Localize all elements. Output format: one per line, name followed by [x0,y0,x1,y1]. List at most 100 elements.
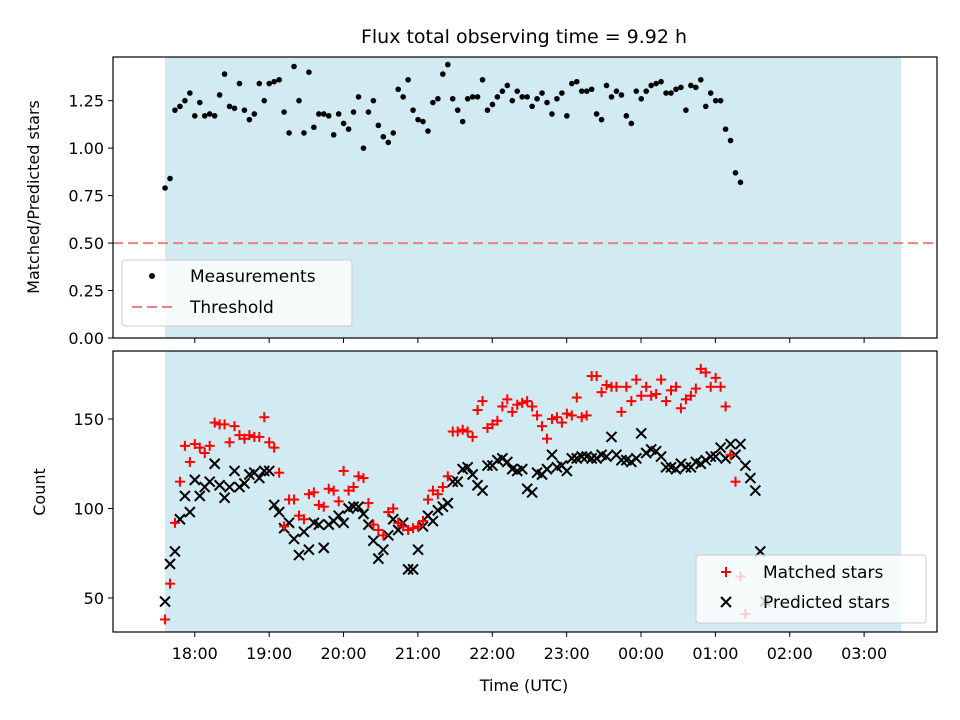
measurement-point [440,71,446,77]
measurement-point [281,109,287,115]
ratio-y-tick-label: 0.75 [68,187,104,206]
predicted-star-point [744,472,757,484]
matched-star-point [641,381,652,392]
predicted-star-point-b [427,515,439,527]
predicted-star-point-b [655,450,667,463]
legend-measurements-marker [149,273,155,279]
time-x-tick-label: 20:00 [320,644,366,663]
predicted-star-point-b [372,552,385,565]
measurement-point [549,111,555,117]
matched-star-point [308,487,319,498]
matched-star-point [452,426,463,437]
count-panel: 50 100 150 18:00 19:00 20:00 21:00 22:00 23:00 0… [30,350,938,695]
matched-star-point [566,410,577,421]
ratio-y-tick-label: 0.25 [68,282,104,301]
time-x-tick-label: 22:00 [469,644,515,663]
measurement-point [494,94,501,100]
predicted-star-point [546,449,558,461]
predicted-star-point [655,450,667,463]
matched-star-point [730,476,741,487]
predicted-star-point [442,497,454,509]
measurement-point [236,80,243,87]
predicted-star-point [526,486,538,499]
measurement-point [187,90,193,96]
predicted-star-point-b [501,456,514,468]
predicted-star-point-b [556,459,568,472]
predicted-star-point-b [610,449,623,461]
matched-star-point [432,489,443,500]
measurement-point [618,92,625,98]
measurement-point [529,103,535,110]
matched-star-point [264,437,275,448]
predicted-star-point [203,475,216,488]
predicted-star-point-b [714,441,727,454]
measurement-point [474,94,481,100]
measurement-point [712,97,719,104]
predicted-star-point-b [179,490,191,502]
measurement-point [499,88,506,94]
measurement-point [350,109,357,115]
matched-star-point [661,396,672,407]
x-axis-label: Time (UTC) [479,676,568,695]
predicted-star-point-b [615,454,628,466]
predicted-star-point [714,441,727,454]
predicted-star-point [481,459,494,472]
measurement-points [162,61,744,191]
predicted-star-point-b [268,499,280,511]
measurement-point [732,170,739,176]
time-x-tick-label: 23:00 [544,644,590,663]
count-legend: Matched stars Predicted stars [695,554,927,624]
measurement-point [330,132,337,138]
measurement-point [256,80,263,87]
matched-star-point [358,473,369,484]
matched-star-point [244,430,255,441]
predicted-star-point-b [580,450,593,463]
measurement-point [192,113,198,119]
predicted-star-point [615,454,628,466]
matched-star-point [646,390,657,401]
measurement-point [658,78,664,85]
measurement-point [206,111,213,117]
matched-star-point [303,489,314,500]
matched-star-point [571,392,582,403]
matched-star-point [710,372,721,383]
predicted-star-point-b [377,543,390,556]
matched-star-point [720,401,731,412]
matched-star-point [363,498,374,509]
measurement-point [633,88,640,94]
predicted-star-point-b [218,492,231,504]
matched-star-point [199,448,210,459]
matched-star-point [353,471,364,482]
matched-star-point [437,482,448,493]
measurement-point [509,97,516,104]
matched-star-point [631,374,642,385]
predicted-star-point [357,508,370,520]
measurement-point [182,97,188,104]
predicted-star-point-b [442,497,454,509]
predicted-star-point-b [561,465,573,477]
predicted-star-point [238,477,251,490]
measurement-point [271,78,277,85]
matched-star-point [388,503,399,514]
predicted-star-point-b [318,542,330,554]
predicted-star-point-b [208,458,221,470]
measurement-point [425,128,431,134]
predicted-star-point [372,552,385,565]
measurement-point [668,90,674,96]
count-y-tick-label: 100 [73,500,104,519]
ratio-panel: 0.00 0.25 0.50 0.75 1.00 1.25 Matched/Predict… [24,56,938,348]
predicted-star-point-b [516,463,528,475]
predicted-star-point-b [546,449,558,461]
predicted-star-point-b [466,468,479,481]
matched-star-point [532,410,543,421]
predicted-star-point [337,517,350,529]
predicted-star-point [466,468,479,481]
predicted-star-point-b [253,472,266,484]
measurement-point [678,84,684,91]
matched-star-point [551,412,562,423]
measurement-point [340,120,347,127]
predicted-star-point-b [452,475,464,488]
matched-star-point [621,381,632,392]
predicted-star-point [541,463,553,475]
